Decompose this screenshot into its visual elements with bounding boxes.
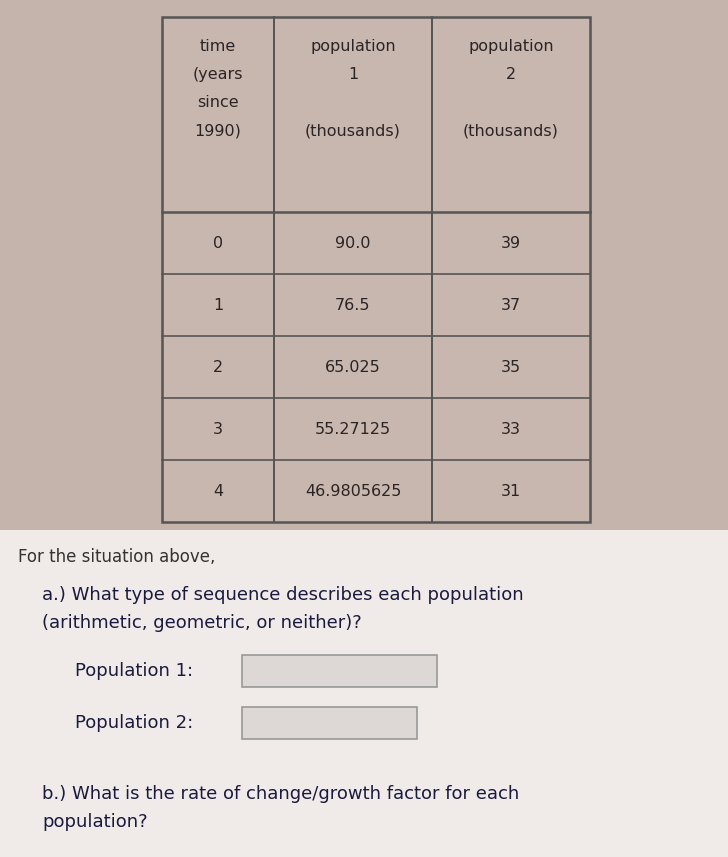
Text: 0: 0: [213, 236, 223, 250]
Text: (years: (years: [193, 67, 243, 82]
Text: 2: 2: [506, 67, 516, 82]
Text: a.) What type of sequence describes each population: a.) What type of sequence describes each…: [42, 586, 523, 604]
Text: population: population: [468, 39, 554, 54]
Text: 46.9805625: 46.9805625: [305, 483, 401, 499]
Text: 1: 1: [348, 67, 358, 82]
Bar: [0, 530, 728, 857]
Text: 2: 2: [213, 359, 223, 375]
Text: 3: 3: [213, 422, 223, 436]
Text: 4: 4: [213, 483, 223, 499]
Text: (arithmetic, geometric, or neither)?: (arithmetic, geometric, or neither)?: [42, 614, 362, 632]
Text: Population 1:: Population 1:: [75, 662, 193, 680]
Text: 76.5: 76.5: [336, 297, 371, 313]
Text: Population 2:: Population 2:: [75, 714, 193, 732]
FancyBboxPatch shape: [242, 655, 437, 687]
Text: 65.025: 65.025: [325, 359, 381, 375]
Text: (thousands): (thousands): [305, 123, 401, 138]
FancyBboxPatch shape: [242, 707, 417, 739]
Text: b.) What is the rate of change/growth factor for each: b.) What is the rate of change/growth fa…: [42, 785, 519, 803]
Text: 39: 39: [501, 236, 521, 250]
Text: For the situation above,: For the situation above,: [18, 548, 215, 566]
Text: 31: 31: [501, 483, 521, 499]
Text: (thousands): (thousands): [463, 123, 559, 138]
Text: population: population: [310, 39, 396, 54]
Bar: [162, 17, 590, 522]
Text: 33: 33: [501, 422, 521, 436]
Text: since: since: [197, 95, 239, 110]
Text: time: time: [200, 39, 236, 54]
Text: 90.0: 90.0: [336, 236, 371, 250]
Text: 1: 1: [213, 297, 223, 313]
Text: 37: 37: [501, 297, 521, 313]
Text: 55.27125: 55.27125: [315, 422, 391, 436]
Text: 1990): 1990): [194, 123, 242, 138]
Text: population?: population?: [42, 813, 148, 831]
Text: 35: 35: [501, 359, 521, 375]
